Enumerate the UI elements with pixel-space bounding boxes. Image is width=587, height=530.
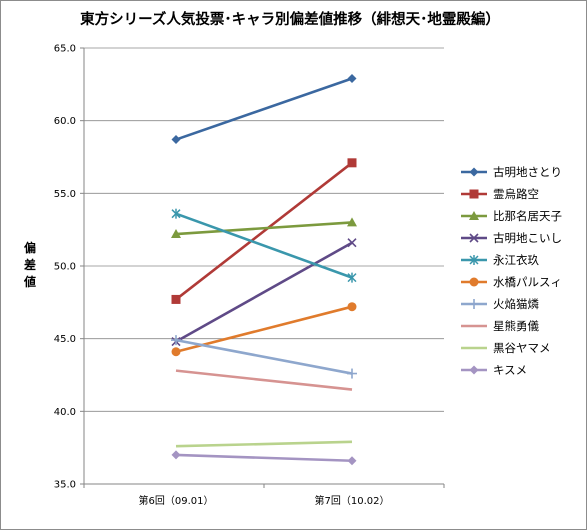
legend-label: 霊烏路空: [493, 187, 539, 201]
legend-marker: [469, 365, 479, 375]
x-axis-ticks: 第6回（09.01） 第7回（10.02）: [83, 484, 445, 507]
data-point: [171, 294, 181, 304]
series-9: [175, 440, 353, 448]
y-tick-label: 40.0: [54, 407, 76, 418]
series-8: [175, 369, 353, 391]
legend-label: 古明地さとり: [493, 165, 562, 179]
legend-marker: [469, 299, 479, 309]
legend-marker: [469, 277, 479, 287]
data-point: [347, 238, 357, 248]
legend-label: 火焔猫燐: [493, 297, 539, 311]
data-point: [347, 272, 357, 283]
y-tick-label: 35.0: [54, 480, 76, 491]
legend-entry: 水橋パルスィ: [461, 275, 562, 289]
x-tick-label: 第7回（10.02）: [315, 494, 390, 507]
series-line: [175, 212, 353, 279]
legend-label: 永江衣玖: [493, 253, 539, 267]
chart-title: 東方シリーズ人気投票･キャラ別偏差値推移（緋想天･地霊殿編）: [80, 10, 500, 28]
legend-entry: 比那名居天子: [461, 209, 562, 223]
gridlines: [84, 47, 444, 485]
data-point: [171, 335, 181, 346]
series-line: [175, 77, 353, 141]
data-point: [171, 135, 181, 145]
legend-entry: キスメ: [461, 363, 527, 377]
legend-label: キスメ: [493, 363, 527, 377]
series-line: [175, 161, 353, 301]
y-tick-label: 45.0: [54, 334, 76, 345]
legend-entry: 黒谷ヤマメ: [461, 341, 551, 355]
series-5: [171, 208, 357, 283]
data-point: [347, 368, 357, 379]
data-point: [171, 347, 181, 357]
legend: 古明地さとり霊烏路空比那名居天子古明地こいし永江衣玖水橋パルスィ火焔猫燐星熊勇儀…: [461, 165, 562, 377]
series-line: [175, 369, 353, 391]
legend-label: 星熊勇儀: [493, 319, 539, 333]
data-point: [171, 229, 181, 239]
legend-entry: 古明地さとり: [461, 165, 562, 179]
data-point: [347, 302, 357, 312]
series-line: [175, 440, 353, 448]
legend-entry: 永江衣玖: [461, 253, 539, 267]
series-line: [175, 338, 353, 375]
series-lines: [171, 74, 357, 466]
series-2: [171, 158, 357, 304]
legend-marker: [469, 189, 479, 199]
series-line: [175, 305, 353, 354]
legend-label: 比那名居天子: [493, 209, 562, 223]
legend-label: 水橋パルスィ: [493, 275, 562, 289]
series-line: [175, 241, 353, 343]
legend-marker: [469, 255, 479, 265]
series-line: [175, 453, 353, 463]
legend-marker: [469, 167, 479, 177]
series-6: [171, 302, 357, 357]
series-3: [171, 217, 357, 239]
series-line: [175, 221, 353, 236]
y-axis-label-char: 差: [23, 257, 36, 272]
y-axis-label-char: 偏: [24, 240, 36, 255]
y-tick-label: 60.0: [54, 116, 76, 127]
y-axis-label: 偏差値: [23, 240, 36, 289]
x-tick-label: 第6回（09.01）: [139, 494, 214, 507]
legend-marker: [469, 211, 479, 220]
legend-entry: 星熊勇儀: [461, 319, 539, 333]
y-axis-label-char: 値: [23, 274, 36, 289]
y-tick-label: 55.0: [54, 189, 76, 200]
data-point: [171, 208, 181, 219]
y-axis-ticks: 35.0 40.0 45.0 50.0 55.0 60.0 65.0: [54, 44, 84, 491]
series-1: [171, 74, 357, 145]
legend-entry: 火焔猫燐: [461, 297, 539, 311]
data-point: [347, 158, 357, 168]
y-tick-label: 50.0: [54, 262, 76, 273]
legend-marker: [469, 233, 479, 243]
series-7: [171, 335, 357, 379]
y-tick-label: 65.0: [54, 44, 76, 55]
legend-label: 黒谷ヤマメ: [493, 341, 551, 355]
legend-label: 古明地こいし: [493, 231, 562, 245]
data-point: [347, 217, 357, 227]
data-point: [347, 456, 357, 466]
legend-entry: 霊烏路空: [461, 187, 539, 201]
data-point: [347, 74, 357, 84]
series-10: [171, 450, 357, 466]
legend-entry: 古明地こいし: [461, 231, 562, 245]
data-point: [171, 450, 181, 460]
